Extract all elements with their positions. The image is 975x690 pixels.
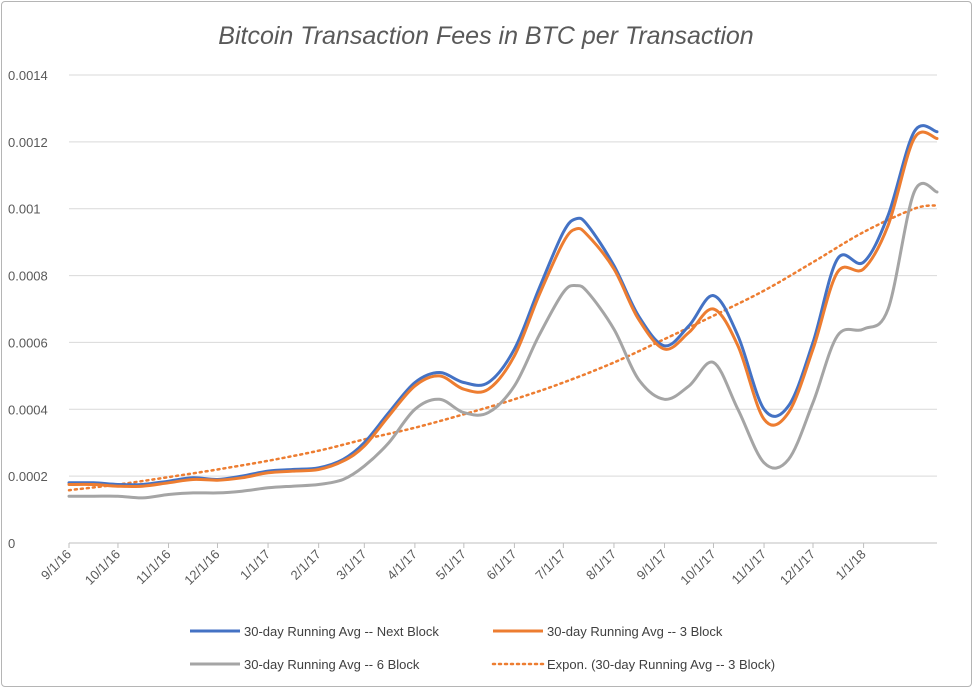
x-tick-label: 3/1/17 [333, 547, 369, 583]
legend: 30-day Running Avg -- Next Block 30-day R… [190, 624, 775, 672]
y-tick-label: 0.001 [8, 202, 41, 217]
y-tick-label: 0.0004 [8, 402, 48, 417]
y-tick-label: 0.0002 [8, 469, 48, 484]
plot-area [67, 124, 939, 500]
x-tick-label: 5/1/17 [433, 547, 469, 583]
series-line [67, 130, 939, 488]
legend-label: 30-day Running Avg -- 3 Block [547, 624, 723, 639]
y-tick-label: 0.0014 [8, 68, 48, 83]
x-tick-label: 10/1/17 [677, 547, 718, 588]
series-line [67, 124, 939, 487]
y-tick-label: 0.0006 [8, 335, 48, 350]
chart-title: Bitcoin Transaction Fees in BTC per Tran… [218, 22, 753, 50]
x-tick-label: 10/1/16 [82, 547, 123, 588]
series-line [67, 204, 939, 492]
legend-label: 30-day Running Avg -- Next Block [244, 624, 439, 639]
legend-label: Expon. (30-day Running Avg -- 3 Block) [547, 657, 775, 672]
legend-label: 30-day Running Avg -- 6 Block [244, 657, 420, 672]
x-tick-label: 11/1/16 [133, 547, 174, 588]
series-line [67, 181, 939, 500]
y-tick-label: 0 [8, 536, 15, 551]
x-tick-label: 1/1/18 [833, 547, 869, 583]
x-tick-label: 9/1/17 [633, 547, 669, 583]
y-tick-label: 0.0008 [8, 269, 48, 284]
x-tick-label: 2/1/17 [288, 547, 324, 583]
y-axis: 0 0.0002 0.0004 0.0006 0.0008 0.001 0.0012 0.00… [8, 68, 48, 551]
x-tick-label: 9/1/16 [38, 547, 74, 583]
x-tick-label: 6/1/17 [483, 547, 519, 583]
x-tick-label: 8/1/17 [583, 547, 619, 583]
x-axis: 9/1/16 10/1/16 11/1/16 12/1/16 1/1/17 2/1/17 3… [38, 543, 869, 588]
grid [69, 74, 937, 544]
x-tick-label: 12/1/16 [181, 547, 222, 588]
y-tick-label: 0.0012 [8, 135, 48, 150]
x-tick-label: 1/1/17 [237, 547, 273, 583]
x-tick-label: 12/1/17 [777, 547, 818, 588]
x-tick-label: 7/1/17 [532, 547, 568, 583]
x-tick-label: 4/1/17 [384, 547, 420, 583]
x-tick-label: 11/1/17 [729, 547, 770, 588]
